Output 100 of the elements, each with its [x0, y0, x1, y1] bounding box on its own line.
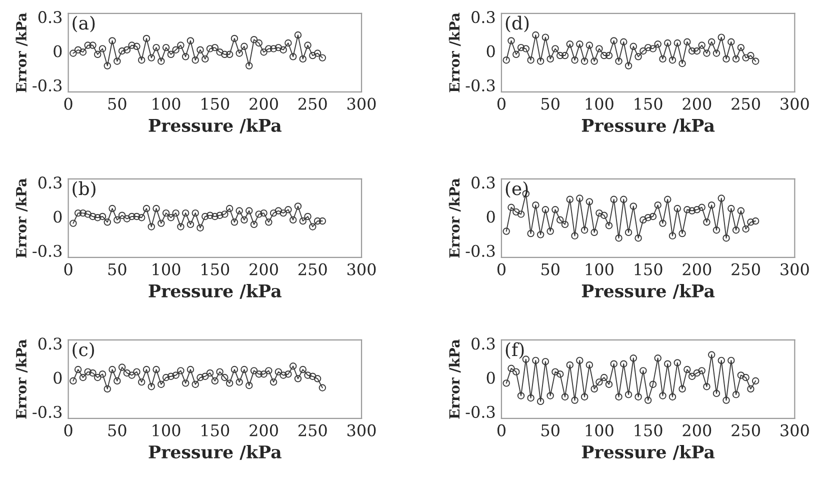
- point: [698, 367, 706, 374]
- x-tick-label: 250: [732, 98, 760, 110]
- y-axis-title: Error /kPa: [16, 178, 28, 258]
- point: [678, 60, 686, 68]
- point: [246, 382, 253, 390]
- point: [84, 210, 92, 218]
- point: [152, 366, 160, 374]
- point: [580, 226, 588, 234]
- point: [270, 209, 278, 217]
- point: [668, 56, 676, 64]
- point: [571, 232, 578, 240]
- x-tick-label: 150: [202, 263, 230, 276]
- point: [186, 37, 194, 44]
- point: [517, 210, 525, 218]
- x-tick-label: 200: [250, 263, 278, 276]
- point: [142, 34, 150, 42]
- point: [196, 224, 204, 232]
- point: [79, 374, 87, 382]
- point: [182, 380, 190, 387]
- x-tick-label: 300: [347, 424, 376, 436]
- point: [318, 217, 326, 225]
- point: [230, 218, 238, 226]
- x-tick-label: 250: [732, 424, 760, 436]
- point: [512, 208, 520, 216]
- annotation: (e): [506, 181, 528, 198]
- point: [556, 370, 564, 378]
- point: [192, 56, 199, 64]
- x-tick-label: 0: [497, 424, 506, 436]
- point: [202, 372, 209, 380]
- point: [600, 212, 608, 219]
- x-tick-label: 100: [586, 98, 614, 110]
- y-tick-label: -0.3: [466, 79, 495, 92]
- point: [620, 38, 628, 46]
- point: [546, 228, 554, 235]
- point: [596, 378, 603, 386]
- point: [226, 204, 234, 212]
- point: [576, 40, 584, 48]
- point: [246, 62, 253, 70]
- point: [270, 378, 278, 386]
- point: [649, 212, 657, 220]
- point: [556, 52, 564, 60]
- point: [123, 369, 131, 377]
- point: [265, 218, 272, 226]
- point: [260, 370, 268, 378]
- point: [552, 206, 559, 214]
- y-tick-label: 0: [486, 45, 495, 58]
- point: [74, 209, 82, 217]
- point: [712, 390, 720, 398]
- point: [162, 209, 170, 217]
- x-tick-label: 200: [250, 98, 278, 110]
- point: [688, 372, 696, 380]
- x-tick-label: 50: [108, 263, 126, 276]
- point: [114, 377, 121, 385]
- point: [294, 375, 302, 382]
- point: [158, 380, 165, 388]
- x-tick-label: 300: [780, 263, 809, 276]
- point: [502, 380, 510, 387]
- point: [508, 364, 515, 372]
- point: [299, 366, 306, 374]
- point: [133, 368, 140, 376]
- annotation: (a): [72, 16, 95, 32]
- point: [684, 206, 691, 214]
- y-axis-title: Error /kPa: [448, 12, 461, 92]
- point: [654, 40, 662, 48]
- point: [659, 392, 666, 400]
- y-tick-label: 0.3: [472, 11, 495, 24]
- point: [206, 45, 214, 52]
- point: [230, 366, 238, 374]
- point: [610, 196, 618, 204]
- point: [747, 385, 754, 392]
- point: [108, 37, 116, 44]
- point: [586, 198, 594, 206]
- point: [255, 370, 263, 378]
- point: [664, 360, 672, 368]
- point: [571, 396, 578, 404]
- point: [114, 58, 121, 65]
- point: [221, 50, 228, 58]
- point: [742, 374, 750, 382]
- point: [737, 207, 745, 214]
- x-tick-label: 300: [347, 98, 376, 110]
- point: [114, 216, 121, 224]
- point: [527, 394, 534, 402]
- point: [742, 54, 750, 62]
- x-tick-label: 100: [152, 424, 180, 436]
- x-tick-label: 150: [202, 98, 230, 110]
- point: [693, 369, 701, 377]
- point: [737, 44, 745, 52]
- point: [158, 220, 165, 227]
- point: [703, 218, 710, 226]
- point: [536, 398, 544, 406]
- y-tick-label: 0: [54, 210, 62, 223]
- point: [722, 234, 730, 242]
- point: [260, 48, 268, 56]
- point: [104, 62, 112, 70]
- point: [104, 385, 112, 392]
- x-tick-label: 200: [682, 424, 712, 436]
- point: [226, 50, 234, 58]
- y-tick-label: -0.3: [32, 244, 62, 257]
- point: [586, 361, 594, 369]
- point: [94, 374, 102, 382]
